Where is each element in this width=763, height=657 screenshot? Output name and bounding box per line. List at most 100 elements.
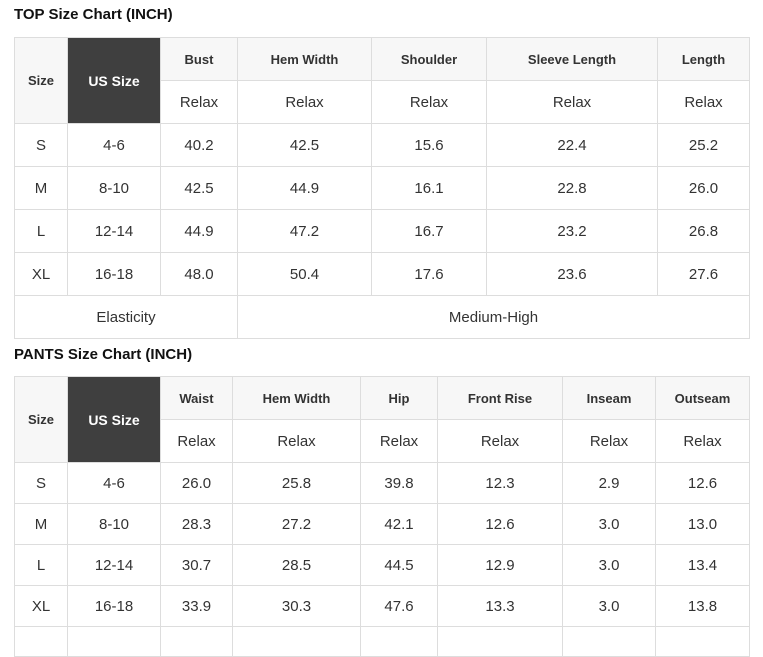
value-cell: 26.0 bbox=[657, 166, 750, 210]
pants-column-header-hem-width: Hem Width bbox=[232, 376, 361, 420]
value-cell: 22.4 bbox=[486, 123, 658, 167]
size-cell: M bbox=[14, 166, 68, 210]
empty-cell bbox=[14, 626, 68, 657]
size-cell: S bbox=[14, 462, 68, 504]
pants-column-header-waist: Waist bbox=[160, 376, 233, 420]
us-size-cell: 8-10 bbox=[67, 166, 161, 210]
top-column-header-hem-width: Hem Width bbox=[237, 37, 372, 81]
top-header-row: Size US Size Bust Hem Width Shoulder Sle… bbox=[14, 37, 750, 124]
top-size-table: Size US Size Bust Hem Width Shoulder Sle… bbox=[14, 37, 750, 339]
empty-cell bbox=[232, 626, 361, 657]
value-cell: 30.3 bbox=[232, 585, 361, 627]
pants-partial-clipped-row bbox=[14, 626, 750, 657]
pants-fit-row: Relax Relax Relax Relax Relax Relax bbox=[15, 419, 750, 463]
table-row-pants-l: L 12-14 30.7 28.5 44.5 12.9 3.0 13.4 bbox=[14, 544, 750, 586]
top-fit-row: Relax Relax Relax Relax Relax bbox=[15, 80, 750, 124]
fit-cell: Relax bbox=[232, 419, 361, 463]
value-cell: 13.3 bbox=[437, 585, 563, 627]
value-cell: 26.0 bbox=[160, 462, 233, 504]
size-cell: S bbox=[14, 123, 68, 167]
value-cell: 3.0 bbox=[562, 585, 656, 627]
table-row-pants-xl: XL 16-18 33.9 30.3 47.6 13.3 3.0 13.8 bbox=[14, 585, 750, 627]
value-cell: 13.0 bbox=[655, 503, 750, 545]
value-cell: 22.8 bbox=[486, 166, 658, 210]
table-row-top-m: M 8-10 42.5 44.9 16.1 22.8 26.0 bbox=[14, 166, 750, 210]
fit-cell: Relax bbox=[437, 419, 563, 463]
value-cell: 50.4 bbox=[237, 252, 372, 296]
empty-cell bbox=[655, 626, 750, 657]
value-cell: 12.9 bbox=[437, 544, 563, 586]
top-elasticity-row: Elasticity Medium-High bbox=[14, 295, 750, 339]
value-cell: 42.5 bbox=[160, 166, 238, 210]
empty-cell bbox=[437, 626, 563, 657]
us-size-cell: 16-18 bbox=[67, 585, 161, 627]
us-size-cell: 8-10 bbox=[67, 503, 161, 545]
value-cell: 39.8 bbox=[360, 462, 438, 504]
value-cell: 23.2 bbox=[486, 209, 658, 253]
fit-cell: Relax bbox=[160, 80, 238, 124]
top-column-header-sleeve-length: Sleeve Length bbox=[486, 37, 658, 81]
top-column-header-bust: Bust bbox=[160, 37, 238, 81]
pants-column-header-inseam: Inseam bbox=[562, 376, 656, 420]
value-cell: 25.2 bbox=[657, 123, 750, 167]
empty-cell bbox=[360, 626, 438, 657]
value-cell: 16.1 bbox=[371, 166, 487, 210]
value-cell: 15.6 bbox=[371, 123, 487, 167]
us-size-cell: 4-6 bbox=[67, 462, 161, 504]
value-cell: 27.2 bbox=[232, 503, 361, 545]
value-cell: 28.3 bbox=[160, 503, 233, 545]
value-cell: 13.8 bbox=[655, 585, 750, 627]
pants-column-header-hip: Hip bbox=[360, 376, 438, 420]
us-size-cell: 4-6 bbox=[67, 123, 161, 167]
empty-cell bbox=[67, 626, 161, 657]
value-cell: 3.0 bbox=[562, 544, 656, 586]
size-cell: M bbox=[14, 503, 68, 545]
value-cell: 42.1 bbox=[360, 503, 438, 545]
value-cell: 44.9 bbox=[237, 166, 372, 210]
value-cell: 23.6 bbox=[486, 252, 658, 296]
value-cell: 48.0 bbox=[160, 252, 238, 296]
top-size-column-header: Size bbox=[14, 37, 68, 124]
us-size-cell: 12-14 bbox=[67, 544, 161, 586]
value-cell: 47.2 bbox=[237, 209, 372, 253]
pants-size-table: Size US Size Waist Hem Width Hip Front R… bbox=[14, 376, 750, 657]
table-row-top-xl: XL 16-18 48.0 50.4 17.6 23.6 27.6 bbox=[14, 252, 750, 296]
fit-cell: Relax bbox=[657, 80, 750, 124]
pants-column-header-front-rise: Front Rise bbox=[437, 376, 563, 420]
fit-cell: Relax bbox=[655, 419, 750, 463]
table-row-top-l: L 12-14 44.9 47.2 16.7 23.2 26.8 bbox=[14, 209, 750, 253]
pants-header-row: Size US Size Waist Hem Width Hip Front R… bbox=[14, 376, 750, 463]
pants-column-header-outseam: Outseam bbox=[655, 376, 750, 420]
top-us-size-column-header: US Size bbox=[67, 37, 161, 124]
value-cell: 44.9 bbox=[160, 209, 238, 253]
top-size-chart-title: TOP Size Chart (INCH) bbox=[14, 6, 173, 23]
pants-us-size-column-header: US Size bbox=[67, 376, 161, 463]
table-row-pants-s: S 4-6 26.0 25.8 39.8 12.3 2.9 12.6 bbox=[14, 462, 750, 504]
empty-cell bbox=[160, 626, 233, 657]
value-cell: 16.7 bbox=[371, 209, 487, 253]
size-cell: L bbox=[14, 209, 68, 253]
table-row-top-s: S 4-6 40.2 42.5 15.6 22.4 25.2 bbox=[14, 123, 750, 167]
value-cell: 30.7 bbox=[160, 544, 233, 586]
value-cell: 33.9 bbox=[160, 585, 233, 627]
value-cell: 47.6 bbox=[360, 585, 438, 627]
value-cell: 40.2 bbox=[160, 123, 238, 167]
top-column-header-length: Length bbox=[657, 37, 750, 81]
value-cell: 3.0 bbox=[562, 503, 656, 545]
size-cell: XL bbox=[14, 252, 68, 296]
value-cell: 27.6 bbox=[657, 252, 750, 296]
fit-cell: Relax bbox=[486, 80, 658, 124]
value-cell: 17.6 bbox=[371, 252, 487, 296]
us-size-cell: 12-14 bbox=[67, 209, 161, 253]
value-cell: 26.8 bbox=[657, 209, 750, 253]
fit-cell: Relax bbox=[237, 80, 372, 124]
value-cell: 25.8 bbox=[232, 462, 361, 504]
value-cell: 12.6 bbox=[655, 462, 750, 504]
value-cell: 12.6 bbox=[437, 503, 563, 545]
top-column-header-shoulder: Shoulder bbox=[371, 37, 487, 81]
value-cell: 42.5 bbox=[237, 123, 372, 167]
fit-cell: Relax bbox=[160, 419, 233, 463]
value-cell: 28.5 bbox=[232, 544, 361, 586]
value-cell: 44.5 bbox=[360, 544, 438, 586]
